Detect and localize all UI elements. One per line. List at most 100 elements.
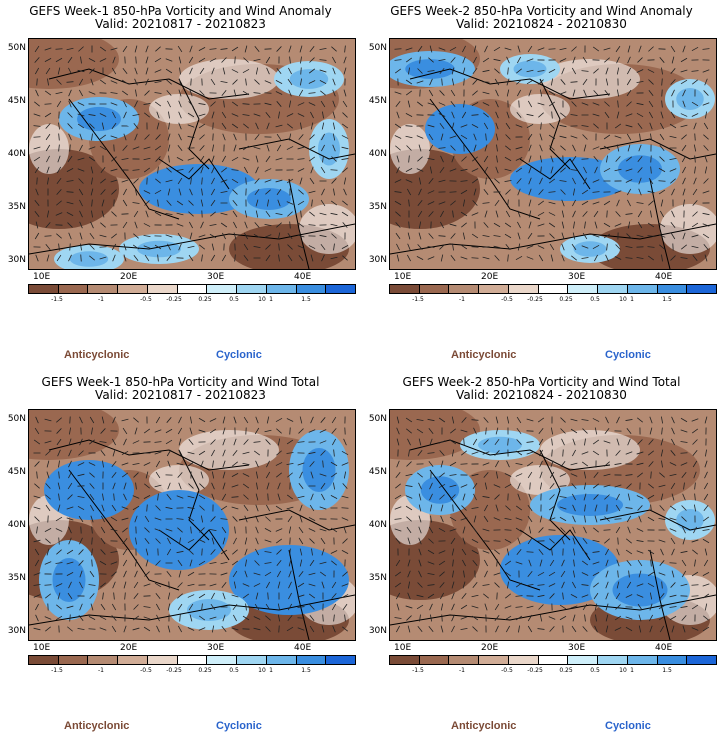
wind-arrow xyxy=(78,78,84,86)
wind-arrow xyxy=(34,427,40,435)
wind-arrow xyxy=(319,47,327,51)
wind-arrow xyxy=(91,177,93,185)
wind-arrow xyxy=(46,548,50,556)
wind-arrow xyxy=(111,189,117,195)
wind-arrow xyxy=(539,89,543,97)
map-field xyxy=(29,410,355,640)
wind-arrow xyxy=(157,166,159,174)
wind-arrow xyxy=(594,221,598,229)
colorbar-swatch xyxy=(657,285,688,293)
wind-arrow xyxy=(539,559,543,567)
wind-arrow xyxy=(154,145,162,151)
wind-arrow xyxy=(341,123,349,129)
wind-arrow xyxy=(155,156,161,162)
wind-arrow xyxy=(516,68,522,74)
wind-arrow xyxy=(648,177,654,185)
wind-arrow xyxy=(548,529,556,531)
wind-arrow xyxy=(232,570,238,578)
wind-arrow xyxy=(649,592,653,600)
wind-arrow xyxy=(440,133,444,141)
wind-arrow xyxy=(342,100,348,108)
wind-arrow xyxy=(418,177,422,185)
wind-arrow xyxy=(680,113,688,117)
wind-arrow xyxy=(319,440,327,444)
wind-arrow xyxy=(582,626,588,632)
wind-arrow xyxy=(461,222,467,228)
coastline xyxy=(649,549,671,640)
wind-arrow xyxy=(626,133,632,141)
wind-arrow xyxy=(658,234,666,238)
wind-arrow xyxy=(406,461,412,467)
wind-arrow xyxy=(504,615,512,621)
wind-arrow xyxy=(55,615,63,621)
wind-arrow xyxy=(417,156,423,162)
wind-arrow xyxy=(154,101,162,107)
wind-arrow xyxy=(581,560,589,566)
wind-arrow xyxy=(573,559,575,567)
wind-arrow xyxy=(102,592,104,600)
wind-arrow xyxy=(538,549,544,555)
colorbar-label: -0.25 xyxy=(527,667,543,674)
wind-arrow xyxy=(647,450,655,456)
wind-arrow xyxy=(561,199,565,207)
wind-arrow xyxy=(58,493,60,501)
wind-arrow xyxy=(287,211,293,217)
wind-arrow xyxy=(528,210,532,218)
wind-arrow xyxy=(614,135,622,139)
wind-arrow xyxy=(232,210,238,218)
wind-arrow xyxy=(34,483,40,489)
wind-arrow xyxy=(123,100,127,108)
wind-arrow xyxy=(286,452,294,454)
coastline xyxy=(288,549,310,640)
wind-arrow xyxy=(661,254,663,262)
wind-arrow xyxy=(625,213,633,215)
wind-arrow xyxy=(157,199,159,207)
wind-arrow xyxy=(570,605,578,609)
wind-arrow xyxy=(78,614,84,622)
wind-arrow xyxy=(605,254,609,262)
wind-arrow xyxy=(449,46,457,52)
colorbar-swatch xyxy=(568,656,599,664)
wind-arrow xyxy=(504,539,512,543)
wind-arrow xyxy=(627,56,631,64)
wind-arrow xyxy=(79,210,83,218)
wind-arrow xyxy=(309,625,315,633)
wind-arrow xyxy=(405,168,413,172)
wind-arrow xyxy=(648,89,654,97)
wind-arrow xyxy=(428,133,434,141)
wind-arrow xyxy=(308,583,316,587)
wind-arrow xyxy=(188,549,194,555)
wind-arrow xyxy=(298,570,304,578)
wind-arrow xyxy=(495,471,499,479)
coastline xyxy=(429,469,541,591)
wind-arrow xyxy=(427,256,435,260)
wind-arrow xyxy=(190,177,192,185)
wind-arrow xyxy=(461,450,467,456)
wind-arrow xyxy=(506,460,510,468)
wind-arrow xyxy=(177,45,183,53)
wind-arrow xyxy=(704,603,708,611)
wind-arrow xyxy=(493,222,501,228)
wind-arrow xyxy=(80,56,82,64)
wind-arrow xyxy=(647,235,655,237)
wind-arrow xyxy=(671,493,675,501)
wind-arrow xyxy=(155,560,161,566)
wind-arrow xyxy=(647,582,655,588)
wind-arrow xyxy=(242,615,250,621)
wind-arrow xyxy=(90,166,94,174)
wind-arrow xyxy=(177,177,183,185)
wind-arrow xyxy=(471,550,479,554)
colorbar-label: -0.5 xyxy=(501,296,513,303)
wind-arrow xyxy=(462,581,466,589)
wind-arrow xyxy=(210,199,216,207)
wind-arrow xyxy=(200,460,204,468)
wind-arrow xyxy=(614,518,622,520)
wind-arrow xyxy=(460,168,468,172)
wind-arrow xyxy=(428,57,434,63)
wind-arrow xyxy=(298,189,304,195)
wind-arrow xyxy=(627,438,631,446)
wind-arrow xyxy=(549,233,555,239)
lon-label: 20E xyxy=(481,643,499,653)
wind-arrow xyxy=(460,627,468,631)
wind-arrow xyxy=(548,201,556,205)
